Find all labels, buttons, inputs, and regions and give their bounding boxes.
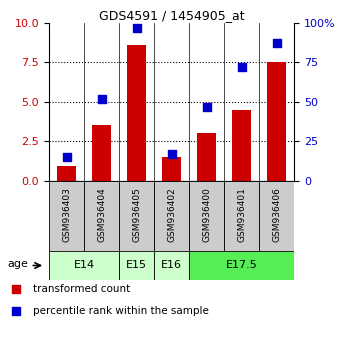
Bar <box>197 133 216 181</box>
Point <box>255 216 260 222</box>
Point <box>134 25 139 30</box>
Text: GSM936402: GSM936402 <box>167 187 176 242</box>
Point <box>274 41 279 46</box>
Text: E15: E15 <box>126 261 147 270</box>
Point <box>239 64 244 70</box>
Point <box>99 96 104 102</box>
Text: transformed count: transformed count <box>33 284 130 293</box>
Bar <box>49 251 119 280</box>
Text: GSM936404: GSM936404 <box>97 187 106 242</box>
Text: E14: E14 <box>73 261 95 270</box>
Bar <box>224 181 259 251</box>
Bar <box>267 62 286 181</box>
Text: GSM936405: GSM936405 <box>132 187 141 242</box>
Bar <box>49 181 84 251</box>
Bar <box>57 166 76 181</box>
Text: GSM936406: GSM936406 <box>272 187 281 242</box>
Text: age: age <box>7 259 28 269</box>
Bar <box>189 251 294 280</box>
Text: GSM936401: GSM936401 <box>237 187 246 242</box>
Bar <box>154 181 189 251</box>
Bar <box>84 181 119 251</box>
Bar <box>119 251 154 280</box>
Title: GDS4591 / 1454905_at: GDS4591 / 1454905_at <box>99 9 244 22</box>
Bar <box>119 181 154 251</box>
Text: GSM936403: GSM936403 <box>62 187 71 242</box>
Point <box>255 8 260 14</box>
Text: E17.5: E17.5 <box>226 261 258 270</box>
Bar <box>127 45 146 181</box>
Bar <box>189 181 224 251</box>
Point <box>64 154 69 160</box>
Text: GSM936400: GSM936400 <box>202 187 211 242</box>
Bar <box>92 125 111 181</box>
Bar <box>232 110 251 181</box>
Text: percentile rank within the sample: percentile rank within the sample <box>33 307 209 316</box>
Bar <box>259 181 294 251</box>
Point <box>204 104 209 109</box>
Text: E16: E16 <box>161 261 182 270</box>
Bar <box>154 251 189 280</box>
Bar <box>162 157 181 181</box>
Point <box>169 151 174 156</box>
